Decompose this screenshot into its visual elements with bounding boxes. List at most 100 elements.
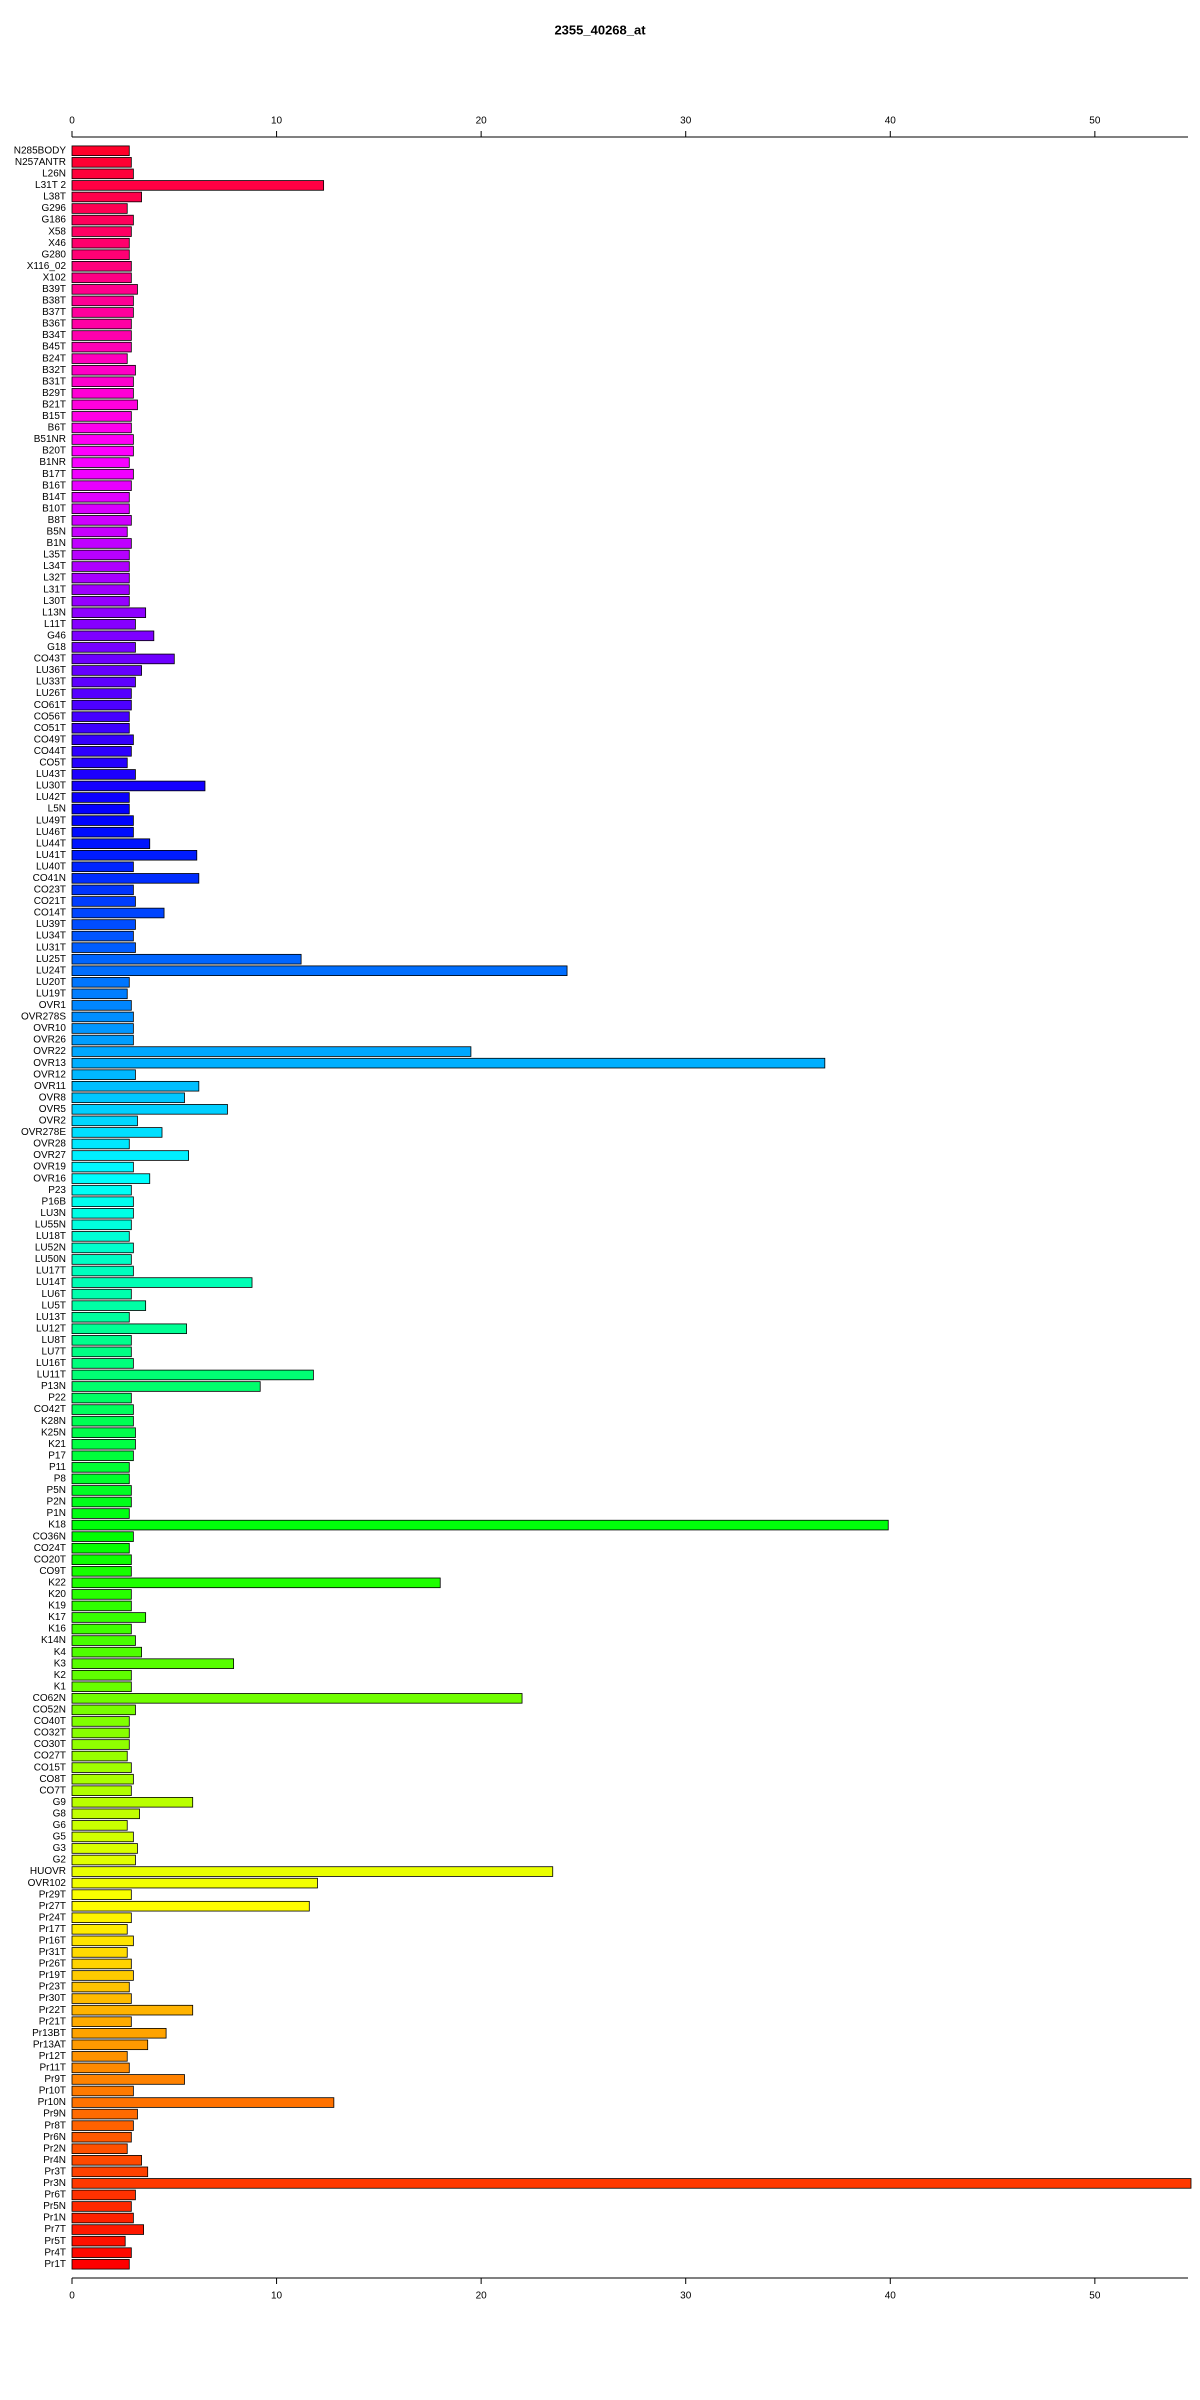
y-tick-label: LU39T [36, 919, 66, 930]
y-tick-label: K28N [41, 1416, 66, 1427]
y-tick-label: B39T [42, 284, 66, 295]
y-tick-label: LU46T [36, 827, 66, 838]
y-tick-label: LU8T [42, 1335, 66, 1346]
y-tick-label: G3 [53, 1843, 67, 1854]
bar [71, 1427, 136, 1438]
bar [71, 1392, 132, 1404]
bar [71, 503, 130, 515]
x-tick-label-bottom: 0 [69, 2291, 75, 2302]
bar [71, 376, 134, 388]
y-tick-label: CO42T [34, 1404, 66, 1415]
bar [71, 953, 302, 965]
bar [71, 1080, 200, 1092]
y-tick-label: CO40T [34, 1716, 66, 1727]
y-tick-label: HUOVR [30, 1866, 66, 1877]
y-tick-label: Pr3N [43, 2178, 66, 2189]
bar [71, 919, 136, 930]
bar [71, 1046, 472, 1057]
bar [71, 1681, 132, 1693]
y-tick-label: LU14T [36, 1277, 66, 1288]
bar [71, 272, 132, 284]
y-tick-label: B34T [42, 330, 66, 341]
bar [71, 1889, 132, 1900]
bar [71, 1981, 130, 1993]
y-tick-label: LU52N [35, 1243, 66, 1254]
x-tick-label-bottom: 10 [271, 2291, 283, 2302]
bar [71, 1831, 134, 1843]
y-tick-label: B1N [47, 538, 66, 549]
bar [71, 1358, 134, 1369]
y-tick-label: P17 [48, 1450, 66, 1461]
y-tick-label: LU5T [42, 1300, 66, 1311]
y-tick-label: P22 [48, 1393, 66, 1404]
y-tick-label: LU12T [36, 1323, 66, 1334]
bar [71, 665, 142, 676]
y-tick-label: LU16T [36, 1358, 66, 1369]
bar [71, 907, 165, 919]
bar [71, 1843, 138, 1854]
y-tick-label: LU20T [36, 977, 66, 988]
bar [71, 1589, 132, 1600]
bar [71, 1947, 128, 1958]
bar [71, 1381, 261, 1392]
bar [71, 214, 134, 226]
y-tick-label: B38T [42, 296, 66, 307]
y-tick-label: Pr1T [44, 2259, 66, 2270]
y-tick-label: LU40T [36, 861, 66, 872]
bar [71, 2051, 128, 2062]
y-tick-label: Pr4N [43, 2155, 66, 2166]
bar [71, 480, 132, 491]
y-tick-label: LU30T [36, 781, 66, 792]
bar [71, 1335, 132, 1346]
y-tick-label: Pr6T [44, 2190, 66, 2201]
y-tick-label: B21T [42, 399, 66, 410]
bar [71, 445, 134, 457]
bar [71, 1658, 235, 1669]
y-tick-label: B51NR [34, 434, 66, 445]
bar [71, 1473, 130, 1485]
y-tick-label: G9 [53, 1797, 67, 1808]
bar [71, 2120, 134, 2131]
bar [71, 1900, 310, 1912]
bar [71, 1577, 441, 1589]
bar [71, 1231, 130, 1242]
bar [71, 711, 130, 722]
bar [71, 722, 130, 734]
bar [71, 411, 132, 422]
y-tick-label: CO5T [39, 758, 66, 769]
y-tick-label: B24T [42, 353, 66, 364]
bar [71, 2097, 335, 2108]
y-tick-label: K2 [54, 1670, 67, 1681]
bar [71, 1346, 132, 1358]
y-tick-label: K14N [41, 1635, 66, 1646]
y-tick-label: B45T [42, 342, 66, 353]
y-tick-label: CO32T [34, 1728, 66, 1739]
bar [71, 1854, 136, 1866]
bar [71, 1646, 142, 1658]
bar [71, 1993, 132, 2004]
y-tick-label: Pr3T [44, 2166, 66, 2177]
y-tick-label: P8 [54, 1474, 67, 1485]
y-tick-label: G6 [53, 1820, 67, 1831]
bar [71, 2212, 134, 2224]
y-tick-label: OVR102 [28, 1878, 67, 1889]
y-tick-label: B15T [42, 411, 66, 422]
y-tick-label: LU41T [36, 850, 66, 861]
bar [71, 792, 130, 803]
y-tick-label: B16T [42, 480, 66, 491]
bar [71, 249, 130, 260]
bar [71, 1912, 132, 1924]
y-tick-label: LU43T [36, 769, 66, 780]
y-tick-label: Pr31T [39, 1947, 66, 1958]
y-tick-label: Pr16T [39, 1935, 66, 1946]
y-tick-label: B1NR [39, 457, 66, 468]
bar [71, 1704, 136, 1716]
y-tick-label: Pr4T [44, 2247, 66, 2258]
bar [71, 1011, 134, 1023]
y-tick-label: CO44T [34, 746, 66, 757]
bar [71, 1866, 554, 1877]
y-tick-label: L32T [43, 573, 66, 584]
bar [71, 884, 134, 896]
bar [71, 2258, 130, 2270]
